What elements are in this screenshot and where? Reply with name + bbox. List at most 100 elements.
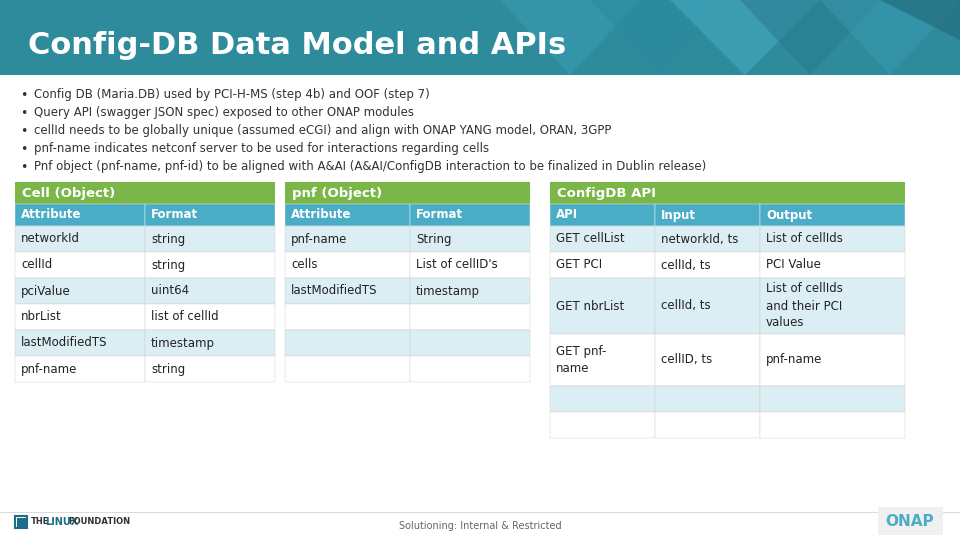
Text: FOUNDATION: FOUNDATION <box>68 517 131 526</box>
Text: lastModifiedTS: lastModifiedTS <box>291 285 377 298</box>
Text: Output: Output <box>766 208 812 221</box>
FancyBboxPatch shape <box>655 278 760 334</box>
FancyBboxPatch shape <box>410 204 530 226</box>
FancyBboxPatch shape <box>15 304 145 330</box>
Text: •: • <box>20 161 28 174</box>
FancyBboxPatch shape <box>0 0 960 75</box>
FancyBboxPatch shape <box>550 386 655 412</box>
Text: nbrList: nbrList <box>21 310 61 323</box>
FancyBboxPatch shape <box>760 278 905 334</box>
FancyBboxPatch shape <box>410 330 530 356</box>
FancyBboxPatch shape <box>285 204 410 226</box>
Text: Query API (swagger JSON spec) exposed to other ONAP modules: Query API (swagger JSON spec) exposed to… <box>34 106 414 119</box>
Polygon shape <box>590 0 730 75</box>
FancyBboxPatch shape <box>145 356 275 382</box>
Text: pnf (Object): pnf (Object) <box>292 186 382 199</box>
Text: pnf-name: pnf-name <box>766 354 823 367</box>
Polygon shape <box>740 0 880 75</box>
FancyBboxPatch shape <box>655 252 760 278</box>
Text: cellID, ts: cellID, ts <box>661 354 712 367</box>
FancyBboxPatch shape <box>550 252 655 278</box>
FancyBboxPatch shape <box>655 226 760 252</box>
Text: string: string <box>151 233 185 246</box>
Text: timestamp: timestamp <box>151 336 215 349</box>
FancyBboxPatch shape <box>15 226 145 252</box>
FancyBboxPatch shape <box>410 278 530 304</box>
FancyBboxPatch shape <box>550 334 655 386</box>
Text: GET pnf-
name: GET pnf- name <box>556 345 607 375</box>
FancyBboxPatch shape <box>15 516 27 528</box>
Text: String: String <box>416 233 451 246</box>
Text: timestamp: timestamp <box>416 285 480 298</box>
Text: pnf-name indicates netconf server to be used for interactions regarding cells: pnf-name indicates netconf server to be … <box>34 142 490 155</box>
FancyBboxPatch shape <box>145 226 275 252</box>
FancyBboxPatch shape <box>550 278 655 334</box>
FancyBboxPatch shape <box>285 252 410 278</box>
Text: cellId: cellId <box>21 259 52 272</box>
Polygon shape <box>670 0 820 75</box>
Text: uint64: uint64 <box>151 285 189 298</box>
FancyBboxPatch shape <box>760 386 905 412</box>
FancyBboxPatch shape <box>550 226 655 252</box>
Text: List of cellIds: List of cellIds <box>766 233 843 246</box>
FancyBboxPatch shape <box>655 386 760 412</box>
Text: GET cellList: GET cellList <box>556 233 625 246</box>
FancyBboxPatch shape <box>15 356 145 382</box>
FancyBboxPatch shape <box>410 304 530 330</box>
Text: GET nbrList: GET nbrList <box>556 300 624 313</box>
Text: networkId: networkId <box>21 233 80 246</box>
Text: •: • <box>20 107 28 120</box>
FancyBboxPatch shape <box>760 226 905 252</box>
FancyBboxPatch shape <box>760 412 905 438</box>
Text: Solutioning: Internal & Restricted: Solutioning: Internal & Restricted <box>398 521 562 531</box>
Text: GET PCI: GET PCI <box>556 259 602 272</box>
Text: •: • <box>20 89 28 102</box>
FancyBboxPatch shape <box>16 517 26 526</box>
FancyBboxPatch shape <box>15 278 145 304</box>
Text: ONAP: ONAP <box>886 514 934 529</box>
FancyBboxPatch shape <box>655 334 760 386</box>
FancyBboxPatch shape <box>285 356 410 382</box>
FancyBboxPatch shape <box>15 252 145 278</box>
Text: cells: cells <box>291 259 318 272</box>
FancyBboxPatch shape <box>15 182 275 204</box>
Polygon shape <box>820 0 960 75</box>
FancyBboxPatch shape <box>550 412 655 438</box>
Text: •: • <box>20 125 28 138</box>
FancyBboxPatch shape <box>145 330 275 356</box>
Text: THE: THE <box>31 517 49 526</box>
Text: cellId needs to be globally unique (assumed eCGI) and align with ONAP YANG model: cellId needs to be globally unique (assu… <box>34 124 612 137</box>
Text: Format: Format <box>151 208 198 221</box>
Text: List of cellIds
and their PCI
values: List of cellIds and their PCI values <box>766 282 843 329</box>
Text: ConfigDB API: ConfigDB API <box>557 186 656 199</box>
FancyBboxPatch shape <box>550 204 655 226</box>
FancyBboxPatch shape <box>15 204 145 226</box>
Text: string: string <box>151 362 185 375</box>
Text: cellId, ts: cellId, ts <box>661 259 710 272</box>
FancyBboxPatch shape <box>760 204 905 226</box>
Polygon shape <box>500 0 640 75</box>
Text: PCI Value: PCI Value <box>766 259 821 272</box>
FancyBboxPatch shape <box>145 278 275 304</box>
FancyBboxPatch shape <box>145 252 275 278</box>
FancyBboxPatch shape <box>285 182 530 204</box>
Text: List of cellID's: List of cellID's <box>416 259 497 272</box>
FancyBboxPatch shape <box>410 356 530 382</box>
Text: pnf-name: pnf-name <box>291 233 348 246</box>
Polygon shape <box>880 0 960 40</box>
FancyBboxPatch shape <box>655 204 760 226</box>
FancyBboxPatch shape <box>550 182 905 204</box>
Text: LINUX: LINUX <box>45 517 79 527</box>
Text: lastModifiedTS: lastModifiedTS <box>21 336 108 349</box>
Text: Config-DB Data Model and APIs: Config-DB Data Model and APIs <box>28 31 566 60</box>
FancyBboxPatch shape <box>285 226 410 252</box>
Text: pnf-name: pnf-name <box>21 362 78 375</box>
FancyBboxPatch shape <box>878 507 943 535</box>
Text: string: string <box>151 259 185 272</box>
FancyBboxPatch shape <box>285 304 410 330</box>
Text: •: • <box>20 143 28 156</box>
Text: Format: Format <box>416 208 463 221</box>
Text: networkId, ts: networkId, ts <box>661 233 738 246</box>
FancyBboxPatch shape <box>410 252 530 278</box>
Text: Attribute: Attribute <box>291 208 351 221</box>
